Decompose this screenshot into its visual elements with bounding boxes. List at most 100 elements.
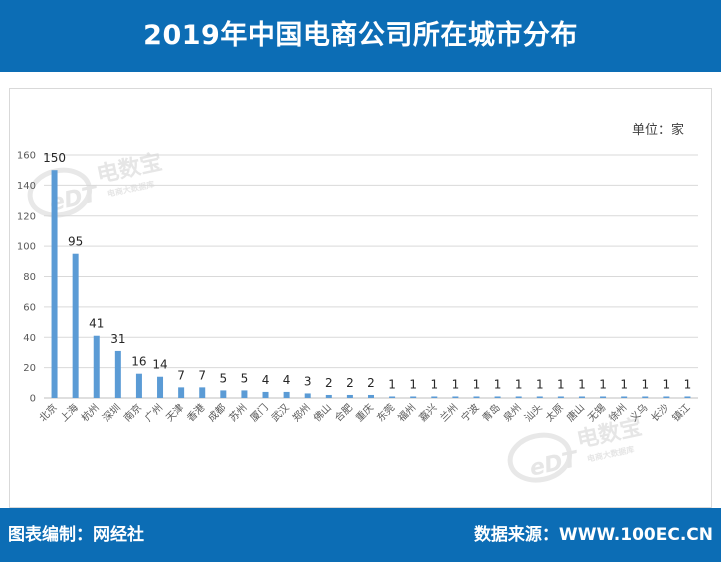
data-label: 1: [388, 377, 396, 391]
bar: [114, 350, 121, 398]
data-label: 1: [599, 377, 607, 391]
category-label: 福州: [395, 401, 418, 424]
category-label: 深圳: [100, 402, 123, 425]
unit-label: 单位：家: [632, 123, 685, 138]
category-label: 厦门: [247, 401, 270, 424]
data-label: 1: [409, 377, 417, 391]
bar: [325, 394, 332, 398]
header-bar: 2019年中国电商公司所在城市分布: [0, 0, 721, 72]
data-label: 41: [89, 317, 104, 331]
bar: [410, 396, 417, 398]
data-label: 31: [110, 332, 125, 346]
chart-panel: [9, 88, 712, 508]
bar: [621, 396, 628, 398]
bars: [51, 170, 691, 398]
category-label: 兰州: [437, 401, 460, 424]
category-label: 杭州: [79, 401, 102, 424]
bar: [368, 394, 374, 398]
page-title: 2019年中国电商公司所在城市分布: [143, 20, 578, 51]
category-label: 镇江: [669, 401, 692, 424]
category-label: 宁波: [458, 401, 481, 424]
category-label: 郑州: [289, 401, 312, 424]
data-label: 2: [325, 376, 333, 390]
footer-bar: 图表编制：网经社 数据来源：WWW.100EC.CN: [0, 508, 721, 562]
data-label: 2: [367, 376, 375, 390]
y-tick-label: 40: [23, 333, 36, 344]
bar: [93, 335, 100, 398]
data-label: 1: [620, 377, 628, 391]
bar: [663, 396, 670, 398]
bar: [684, 396, 691, 398]
y-tick-label: 120: [17, 211, 36, 222]
data-label: 5: [220, 371, 228, 385]
category-label: 长沙: [649, 402, 672, 425]
data-label: 1: [557, 377, 565, 391]
y-tick-label: 160: [17, 151, 36, 162]
data-label: 1: [578, 377, 586, 391]
category-label: 苏州: [226, 401, 249, 424]
bar: [494, 396, 501, 398]
y-tick-label: 0: [30, 394, 36, 405]
bar: [283, 391, 290, 398]
y-axis-ticks: 0 20 40 60 80 100 120 140 160: [17, 151, 36, 405]
bar: [157, 376, 164, 398]
category-label: 南京: [121, 401, 144, 424]
data-label: 1: [515, 377, 523, 391]
data-label: 1: [663, 377, 671, 391]
category-label: 嘉兴: [416, 401, 439, 424]
data-label: 1: [494, 377, 502, 391]
data-label: 4: [262, 373, 270, 387]
category-label: 重庆: [353, 401, 376, 424]
data-label: 1: [473, 377, 481, 391]
category-label: 汕头: [522, 402, 545, 425]
category-label: 广州: [143, 402, 166, 425]
bar: [600, 396, 607, 398]
category-label: 青岛: [479, 401, 502, 424]
data-label: 95: [68, 235, 83, 249]
data-label: 1: [641, 377, 649, 391]
data-label: 1: [430, 377, 438, 391]
bar: [536, 396, 543, 398]
category-labels: 北京 上海 杭州 深圳 南京 广州 天津 香港 成都 苏州 厦门 武汉 郑州 佛山 合肥 重庆 东莞 福州 嘉兴 兰州…: [36, 401, 692, 424]
category-label: 北京: [36, 401, 59, 424]
data-label: 2: [346, 376, 354, 390]
y-tick-label: 20: [23, 363, 36, 374]
bar: [51, 170, 58, 398]
y-tick-label: 80: [23, 272, 36, 283]
data-label: 150: [43, 151, 66, 165]
data-label: 16: [131, 355, 146, 369]
category-label: 天津: [164, 402, 187, 425]
y-tick-label: 100: [17, 242, 36, 253]
bar: [473, 396, 480, 398]
data-label: 7: [177, 368, 185, 382]
y-tick-label: 140: [17, 181, 36, 192]
category-label: 东莞: [374, 401, 397, 424]
bar: [72, 253, 79, 398]
bar: [642, 396, 649, 398]
grid-lines: [44, 154, 698, 399]
data-label: 1: [452, 377, 460, 391]
bar: [199, 387, 206, 398]
bar: [431, 396, 438, 398]
watermark-cloud-icon: [507, 432, 573, 483]
category-label: 香港: [185, 402, 208, 425]
category-label: 佛山: [311, 401, 334, 424]
data-label: 1: [536, 377, 544, 391]
bar: [178, 387, 185, 398]
bar: [241, 390, 248, 398]
y-tick-label: 60: [23, 302, 36, 313]
watermark-logo: eDT: [527, 447, 581, 482]
bar: [346, 394, 353, 398]
category-label: 上海: [57, 401, 80, 424]
footer-source: 数据来源：WWW.100EC.CN: [473, 525, 713, 545]
bar: [515, 396, 522, 398]
data-label: 14: [152, 358, 167, 372]
data-label: 7: [198, 368, 206, 382]
footer-credit: 图表编制：网经社: [8, 525, 144, 545]
bar: [452, 396, 459, 398]
bar: [557, 396, 564, 398]
